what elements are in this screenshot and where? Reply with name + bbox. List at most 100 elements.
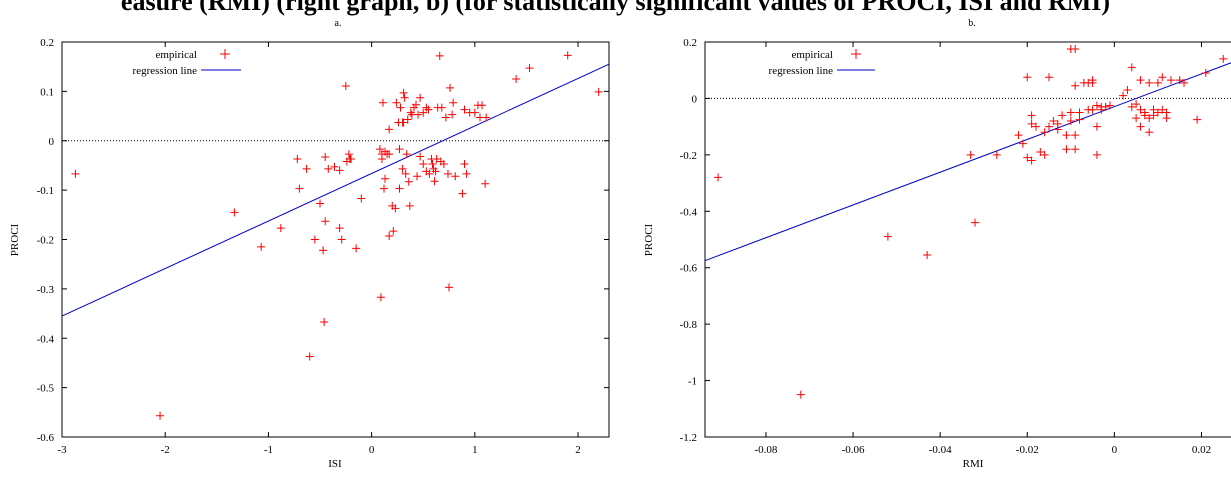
- legend: empirical regression line: [133, 49, 241, 77]
- data-points: [714, 45, 1228, 399]
- data-point: [470, 108, 479, 117]
- data-point: [594, 87, 603, 96]
- data-point: [1097, 105, 1106, 114]
- data-point: [395, 184, 404, 193]
- data-point: [424, 105, 433, 114]
- data-point: [1136, 76, 1145, 85]
- figure-title: easure (RMI) (right graph, b) (for stati…: [120, 0, 1111, 16]
- data-point: [335, 166, 344, 175]
- legend-label-empirical: empirical: [155, 49, 197, 61]
- data-point: [156, 411, 165, 420]
- y-tick-label: -0.4: [37, 333, 55, 345]
- data-point: [1158, 105, 1167, 114]
- data-point: [321, 153, 330, 162]
- data-point: [478, 101, 487, 110]
- data-point: [1140, 111, 1149, 120]
- data-point: [405, 201, 414, 210]
- data-point: [400, 93, 409, 102]
- y-tick-label: -1.2: [680, 432, 697, 444]
- x-tick-label: 1: [472, 444, 478, 456]
- plot-frame: [61, 41, 610, 438]
- y-tick-label: -0.4: [680, 206, 698, 218]
- y-tick-label: -1: [688, 376, 697, 388]
- data-point: [257, 242, 266, 251]
- data-point: [71, 169, 80, 178]
- data-point: [385, 150, 394, 159]
- data-point: [1066, 117, 1075, 125]
- y-tick-label: -0.1: [37, 185, 54, 197]
- data-point: [392, 98, 401, 107]
- x-tick-label: -0.06: [842, 444, 865, 456]
- y-tick-label: 0.2: [683, 37, 697, 49]
- data-point: [1153, 108, 1162, 117]
- y-tick-label: -0.5: [37, 383, 55, 395]
- data-point: [1045, 122, 1054, 131]
- data-point: [1023, 153, 1032, 162]
- data-point: [346, 155, 355, 164]
- data-point: [1027, 119, 1036, 128]
- data-point: [1149, 111, 1158, 120]
- y-tick-label: -0.8: [680, 319, 698, 331]
- data-point: [883, 232, 892, 241]
- data-point: [403, 115, 412, 124]
- data-point: [276, 224, 285, 233]
- data-point: [337, 235, 346, 244]
- data-point: [1158, 73, 1167, 82]
- data-point: [1049, 117, 1058, 125]
- data-point: [1153, 78, 1162, 87]
- data-point: [714, 173, 723, 182]
- data-point: [1145, 128, 1154, 137]
- y-tick-label: -0.3: [37, 284, 55, 296]
- data-point: [396, 103, 405, 112]
- data-point: [385, 232, 394, 241]
- data-point: [1101, 102, 1110, 111]
- data-point: [1071, 131, 1080, 140]
- x-tick-label: 2: [575, 444, 581, 456]
- data-point: [302, 164, 311, 173]
- y-axis-label: PROCI: [9, 223, 21, 256]
- x-ticks: -3 -2 -1 0 1 2: [57, 42, 581, 456]
- regression-line-path: [61, 63, 610, 317]
- data-point: [399, 88, 408, 97]
- data-point: [378, 98, 387, 107]
- data-point: [481, 179, 490, 188]
- data-point: [1092, 150, 1101, 159]
- data-point: [1066, 108, 1075, 117]
- data-point: [460, 159, 469, 168]
- panel-label-b: b.: [968, 18, 976, 29]
- data-point: [1136, 122, 1145, 131]
- data-point: [1031, 122, 1040, 131]
- data-point: [1092, 101, 1101, 110]
- data-point: [1071, 45, 1080, 54]
- y-tick-label: 0.2: [40, 37, 54, 49]
- data-point: [1145, 78, 1154, 87]
- scatter-plot-b: b. -0.08 -0.06 -0.04 -0.02 0 0.02 -1.2-1-0.8-…: [643, 18, 1231, 470]
- data-point: [1132, 100, 1141, 109]
- y-tick-label: 0: [49, 136, 55, 148]
- data-point: [1092, 122, 1101, 131]
- data-point: [380, 184, 389, 193]
- x-tick-label: -3: [57, 444, 67, 456]
- data-point: [971, 218, 979, 227]
- y-tick-label: -0.2: [680, 150, 697, 162]
- data-point: [320, 317, 329, 326]
- data-point: [1088, 105, 1097, 114]
- regression-line: [704, 62, 1231, 262]
- y-tick-label: -0.2: [37, 235, 54, 247]
- data-point: [330, 162, 339, 171]
- data-point: [419, 108, 428, 117]
- data-point: [448, 110, 457, 119]
- data-point: [431, 167, 440, 176]
- data-point: [439, 159, 448, 168]
- data-point: [1071, 81, 1080, 90]
- data-point: [512, 75, 521, 84]
- data-point: [412, 100, 421, 109]
- data-point: [398, 164, 407, 173]
- data-point: [1132, 114, 1141, 123]
- data-point: [1136, 105, 1145, 114]
- data-point: [1075, 108, 1084, 117]
- data-point: [428, 159, 437, 168]
- data-point: [395, 145, 404, 154]
- y-ticks: -1.2 -1 -0.8 -0.6 -0.4 -0.2 0 0.2: [680, 37, 710, 444]
- scatter-plot-a: a. -3 -2 -1 0 1 2 -0.6 -0.5 -0.4 -0.3 -0.2 -0.1 0 0.…: [9, 18, 610, 470]
